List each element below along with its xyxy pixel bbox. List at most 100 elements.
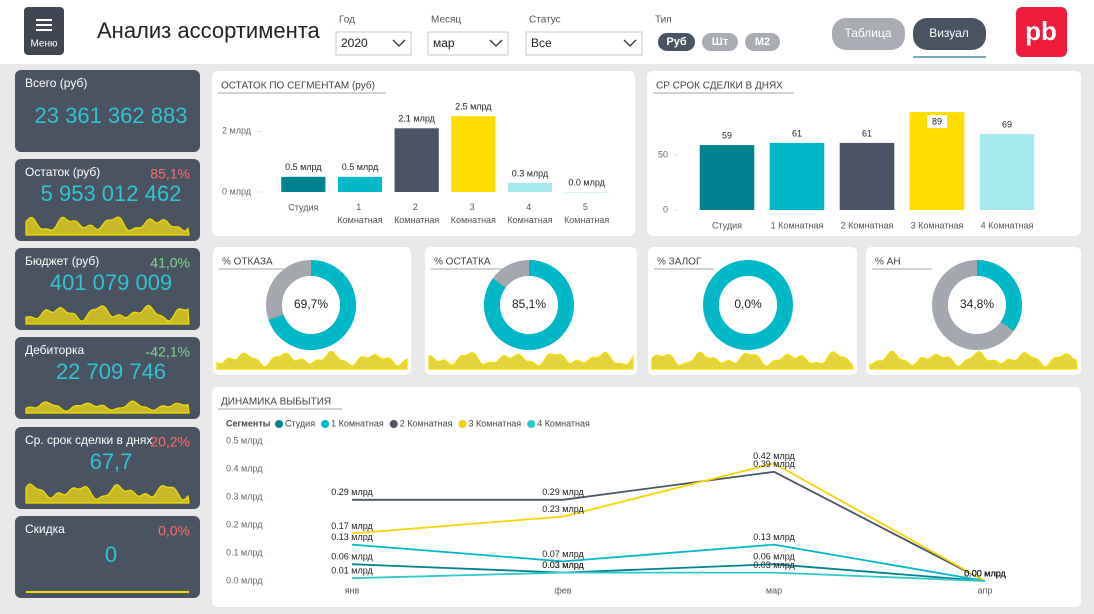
- kpi-change: -42,1%: [146, 344, 190, 360]
- value-label: 0.5 млрд: [342, 162, 379, 172]
- x-tick-label: Студия: [288, 202, 318, 212]
- kpi-change: 85,1%: [150, 166, 190, 182]
- x-tick-label: Студия: [712, 220, 742, 230]
- chart-title: % ОТКАЗА: [222, 257, 273, 268]
- y-tick-label: 0.2 млрд: [226, 519, 263, 529]
- value-label: 0.5 млрд: [285, 162, 322, 172]
- chart-title: % ЗАЛОГ: [657, 257, 702, 268]
- chart-title: СР СРОК СДЕЛКИ В ДНЯХ: [656, 81, 783, 92]
- chart-title: ДИНАМИКА ВЫБЫТИЯ: [221, 397, 331, 408]
- legend-swatch: [389, 420, 398, 428]
- chevron: [623, 39, 637, 47]
- type-toggle-label: M2: [755, 36, 770, 48]
- x-tick-label: янв: [345, 585, 360, 595]
- y-tick-label: 0 млрд: [222, 186, 252, 196]
- kpi-change: 20,2%: [150, 434, 190, 450]
- bar: [699, 145, 755, 210]
- view-button-label: Визуал: [929, 26, 969, 40]
- data-label: 0.00 млрд: [964, 568, 1006, 578]
- dropdown[interactable]: [427, 31, 509, 56]
- kpi-change: 41,0%: [150, 255, 190, 271]
- value-label: 61: [862, 128, 872, 138]
- chart-title: % ОСТАТКА: [434, 257, 491, 268]
- series-line: [351, 543, 986, 582]
- kpi-change: 0,0%: [158, 523, 190, 539]
- donut-hole: [282, 276, 340, 334]
- dropdown-value: Все: [531, 36, 552, 50]
- legend-label: 1 Комнатная: [331, 418, 384, 428]
- donut-segment: [976, 260, 1022, 331]
- kpi-value: 0: [105, 542, 117, 567]
- donut-sparkline: [216, 350, 408, 370]
- dropdown[interactable]: [525, 31, 643, 56]
- series-line: [351, 462, 986, 582]
- data-label: 0.06 млрд: [331, 552, 373, 562]
- kpi-title: Скидка: [25, 522, 65, 536]
- view-button-label: Таблица: [844, 26, 891, 40]
- y-tick-label: 0.4 млрд: [226, 463, 263, 473]
- bar: [507, 182, 553, 192]
- kpi-title: Дебиторка: [25, 343, 84, 357]
- data-label: 0.13 млрд: [331, 532, 373, 542]
- series-line: [352, 470, 986, 582]
- y-tick-label: 0.3 млрд: [226, 491, 263, 501]
- donut-label: 85,1%: [512, 297, 546, 311]
- logo-text: pb: [1025, 16, 1057, 46]
- type-toggle-label: Руб: [666, 36, 686, 48]
- x-tick-label: 3 Комнатная: [451, 202, 496, 225]
- menu-icon: [36, 19, 52, 31]
- x-tick-label: 3 Комнатная: [911, 220, 964, 230]
- kpi-card: [15, 427, 200, 509]
- legend-label: 3 Комнатная: [468, 418, 521, 428]
- donut-hole: [948, 276, 1006, 334]
- legend-swatch: [275, 420, 283, 428]
- value-label: 59: [722, 130, 732, 140]
- legend-title: Сегменты: [226, 418, 271, 428]
- donut-hole: [500, 276, 558, 334]
- logo: [1016, 7, 1067, 57]
- dropdown-value: мар: [433, 36, 455, 50]
- bar: [281, 176, 326, 192]
- x-tick-label: 4 Комнатная: [507, 202, 552, 225]
- value-label: 61: [792, 128, 802, 138]
- value-label: 69: [1002, 119, 1012, 129]
- y-tick-label: 0.5 млрд: [226, 435, 263, 445]
- type-label: Тип: [655, 15, 672, 26]
- series-line: [351, 571, 986, 582]
- legend-label: 2 Комнатная: [400, 418, 453, 428]
- y-tick-label: 0.1 млрд: [226, 547, 263, 557]
- legend-label: 4 Комнатная: [537, 418, 590, 428]
- donut-segment: [484, 260, 574, 350]
- x-tick-label: 1 Комнатная: [771, 220, 824, 230]
- chevron: [489, 39, 503, 47]
- bar: [451, 116, 496, 192]
- type-toggle[interactable]: [702, 33, 738, 51]
- y-tick-label: 2 млрд: [222, 126, 252, 136]
- donut-label: 34,8%: [960, 297, 994, 311]
- data-label: 0.01 млрд: [331, 566, 373, 576]
- legend-swatch: [321, 420, 330, 428]
- data-label: 0.17 млрд: [331, 521, 373, 531]
- type-toggle[interactable]: [745, 33, 780, 51]
- donut-segment: [268, 260, 356, 350]
- x-tick-label: мар: [766, 585, 782, 595]
- view-button[interactable]: [913, 18, 986, 50]
- dropdown[interactable]: [335, 31, 412, 56]
- donut-label: 69,7%: [294, 297, 328, 311]
- data-label: 0.03 млрд: [542, 560, 584, 570]
- kpi-title: Бюджет (руб): [25, 254, 99, 268]
- data-label: 0.00 млрд: [964, 568, 1006, 578]
- menu-label: Меню: [30, 39, 58, 50]
- kpi-card: [15, 516, 200, 598]
- data-label: 0.03 млрд: [542, 560, 584, 570]
- dropdown-value: 2020: [341, 36, 368, 50]
- bar: [769, 142, 825, 210]
- type-toggle[interactable]: [658, 33, 695, 51]
- view-button[interactable]: [832, 18, 905, 50]
- donut-sparkline: [651, 351, 854, 370]
- legend-swatch: [458, 420, 467, 428]
- data-label: 0.06 млрд: [753, 552, 795, 562]
- value-label: 89: [932, 116, 942, 126]
- kpi-value: 67,7: [90, 449, 133, 474]
- kpi-sparkline: [25, 483, 190, 504]
